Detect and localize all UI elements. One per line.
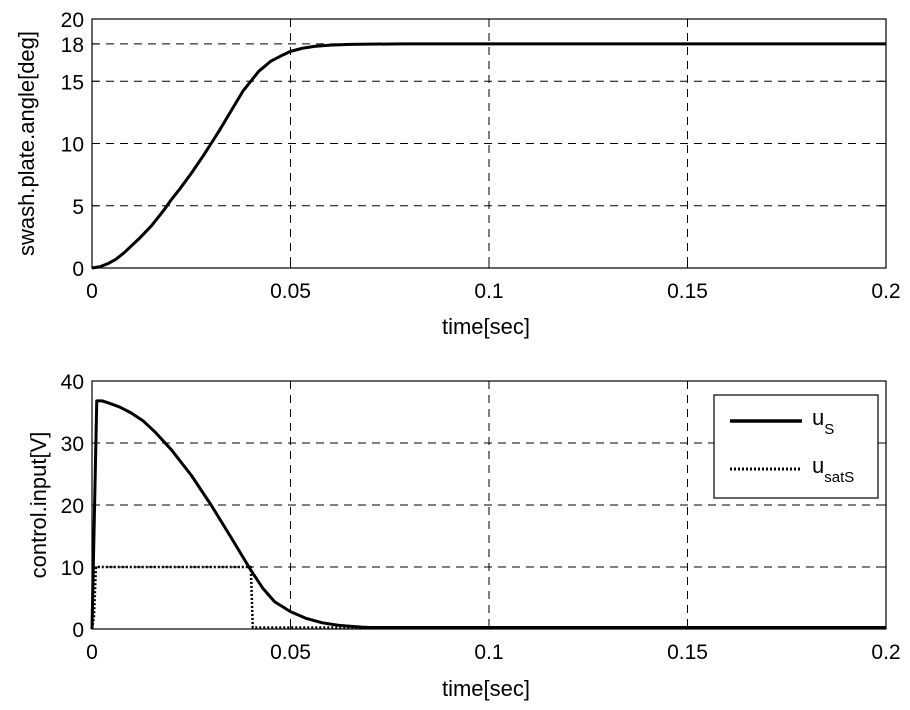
y-tick-label: 30 [61, 433, 84, 456]
x-tick-label: 0 [86, 280, 98, 303]
x-tick-label: 0.15 [667, 641, 708, 664]
y-tick-label: 15 [61, 71, 84, 94]
x-tick-label: 0 [86, 641, 98, 664]
x-tick-label: 0.15 [667, 280, 708, 303]
x-tick-label: 0.05 [270, 280, 311, 303]
x-tick-label: 0.1 [474, 641, 503, 664]
axes-box [91, 380, 887, 630]
x-tick-label: 0.1 [474, 280, 503, 303]
y-tick-label: 10 [61, 557, 84, 580]
x-tick-label: 0.05 [270, 641, 311, 664]
axes-box [91, 18, 887, 269]
x-axis-label: time[sec] [442, 676, 530, 701]
y-tick-label: 10 [61, 134, 84, 157]
subplot-2: 0 0.05 0.1 0.15 0.2 0 10 20 30 40 time[sec] control… [26, 371, 901, 701]
y-tick-label: 40 [61, 371, 84, 394]
x-tick-label: 0.2 [871, 280, 900, 303]
y-tick-label: 5 [72, 196, 84, 219]
y-tick-label: 20 [61, 495, 84, 518]
legend-subscript-1: S [824, 421, 834, 438]
y-tick-label: 20 [61, 9, 84, 32]
y-tick-label: 18 [61, 34, 84, 57]
y-tick-label: 0 [72, 258, 84, 281]
y-axis-label: control.input[V] [26, 432, 51, 579]
series-line-2 [90, 565, 886, 630]
y-tick-label: 0 [72, 619, 84, 642]
legend-box [713, 394, 879, 499]
y-axis-label: swash.plate.angle[deg] [14, 31, 39, 256]
x-tick-label: 0.2 [871, 641, 900, 664]
legend-subscript-2: satS [824, 469, 854, 486]
x-axis-label: time[sec] [442, 314, 530, 339]
series-line-1 [91, 42, 886, 270]
